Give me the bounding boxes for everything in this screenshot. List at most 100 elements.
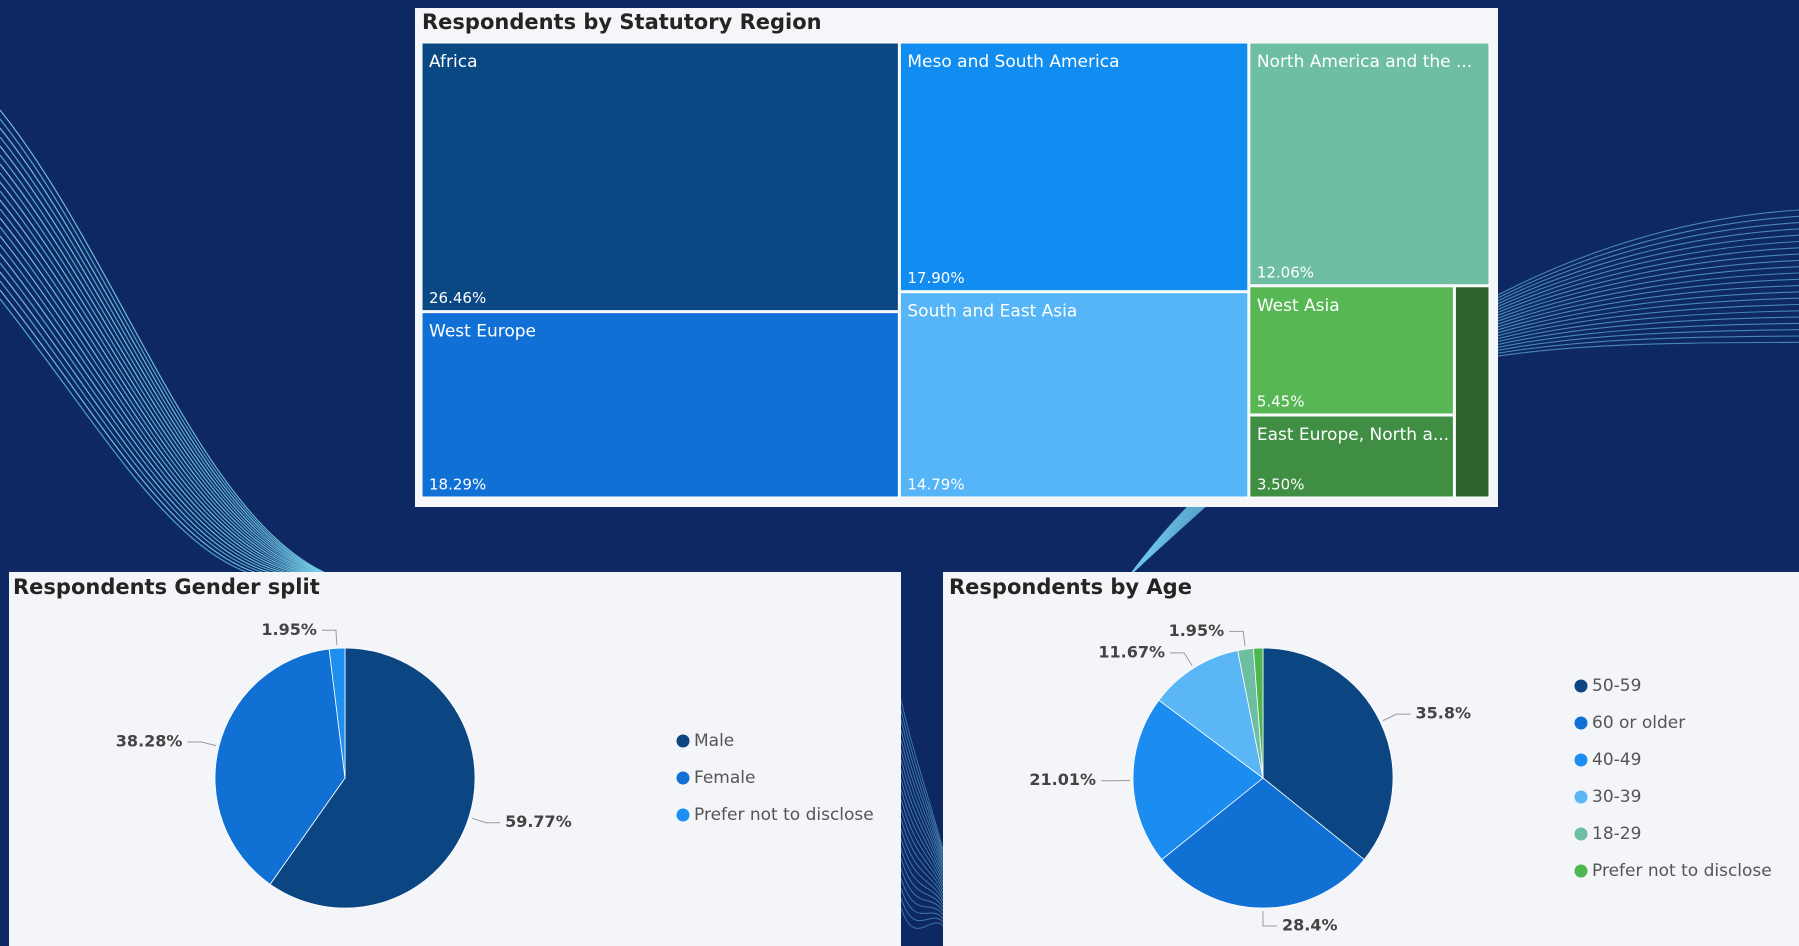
- chart-title: Respondents by Age: [949, 575, 1192, 599]
- legend-label: Prefer not to disclose: [694, 805, 874, 825]
- wave-line: [0, 199, 331, 576]
- wave-line: [900, 828, 944, 898]
- wave-line: [900, 769, 944, 876]
- data-label: 1.95%: [1169, 621, 1225, 640]
- data-label: 35.8%: [1416, 704, 1472, 723]
- wave-line: [900, 887, 944, 919]
- pie-slice: [1158, 650, 1264, 779]
- wave-line: [900, 699, 944, 851]
- cell-value-label: 14.79%: [907, 476, 964, 494]
- cell-label: Africa: [429, 52, 478, 72]
- wave-line: [0, 109, 331, 576]
- wave-line: [0, 145, 331, 576]
- legend-swatch: [1574, 790, 1588, 804]
- cell-label: East Europe, North a...: [1257, 425, 1449, 445]
- wave-line: [900, 739, 944, 865]
- data-label: 1.95%: [261, 620, 317, 639]
- pie-slice: [1161, 777, 1365, 909]
- leader-line: [187, 741, 217, 747]
- cell-value-label: 17.90%: [907, 269, 964, 287]
- wave-line: [900, 838, 944, 901]
- leader-line: [1229, 630, 1246, 647]
- legend-label: Prefer not to disclose: [1592, 861, 1772, 881]
- wave-line: [900, 858, 944, 908]
- leader-line: [471, 817, 501, 824]
- wave-line: [0, 235, 331, 576]
- wave-line: [0, 172, 331, 576]
- wave-line: [900, 808, 944, 890]
- legend-swatch: [676, 734, 690, 748]
- leader-line: [1382, 713, 1411, 722]
- treemap-cell: [1249, 415, 1454, 498]
- legend-label: 50-59: [1592, 676, 1641, 696]
- treemap-cell: [899, 292, 1249, 498]
- wave-line: [900, 848, 944, 905]
- wave-line: [900, 788, 944, 883]
- legend-label: 30-39: [1592, 787, 1641, 807]
- pie-slice: [1253, 647, 1264, 779]
- cell-value-label: 3.50%: [1257, 476, 1305, 494]
- wave-line: [900, 818, 944, 894]
- wave-line: [0, 226, 331, 576]
- wave-line: [0, 127, 331, 576]
- pie-slice: [214, 648, 346, 885]
- treemap-cell: [899, 42, 1249, 292]
- wave-line: [0, 136, 331, 576]
- cell-label: Meso and South America: [907, 52, 1119, 72]
- treemap-cell: [421, 312, 899, 498]
- leader-line: [1262, 911, 1277, 927]
- treemap-cell: [1454, 286, 1490, 498]
- wave-line: [0, 217, 331, 576]
- legend-label: 40-49: [1592, 750, 1641, 770]
- wave-line: [0, 154, 331, 576]
- cell-value-label: 26.46%: [429, 289, 486, 307]
- pie-slice: [328, 647, 346, 779]
- treemap-cell: [1249, 42, 1490, 286]
- legend-label: Male: [694, 731, 734, 751]
- wave-line: [900, 798, 944, 887]
- cell-label: North America and the ...: [1257, 52, 1472, 72]
- wave-line: [900, 779, 944, 879]
- wave-line: [900, 749, 944, 869]
- cell-value-label: 5.45%: [1257, 393, 1305, 411]
- wave-line: [0, 118, 331, 576]
- treemap-cell: [1249, 286, 1454, 415]
- data-label: 11.67%: [1098, 642, 1165, 661]
- legend-swatch: [676, 808, 690, 822]
- wave-line: [0, 190, 331, 576]
- leader-line: [1170, 652, 1193, 666]
- legend-swatch: [1574, 679, 1588, 693]
- legend-swatch: [1574, 716, 1588, 730]
- leader-line: [321, 629, 338, 646]
- wave-line: [900, 907, 944, 929]
- wave-line: [0, 244, 331, 577]
- legend-swatch: [676, 771, 690, 785]
- legend-swatch: [1574, 827, 1588, 841]
- wave-line: [900, 868, 944, 912]
- legend-swatch: [1574, 753, 1588, 767]
- legend-swatch: [1574, 864, 1588, 878]
- data-label: 28.4%: [1282, 916, 1338, 935]
- cell-label: West Europe: [429, 322, 536, 342]
- wave-line: [0, 163, 331, 576]
- cell-label: South and East Asia: [907, 302, 1077, 322]
- wave-line: [900, 878, 944, 916]
- wave-line: [900, 709, 944, 854]
- chart-title: Respondents Gender split: [13, 575, 320, 599]
- cell-label: West Asia: [1257, 296, 1340, 316]
- data-label: 38.28%: [116, 732, 183, 751]
- wave-line: [0, 253, 331, 577]
- cell-value-label: 18.29%: [429, 476, 486, 494]
- wave-line: [0, 208, 331, 576]
- pie-slice: [269, 647, 476, 909]
- wave-line: [0, 181, 331, 576]
- data-label: 59.77%: [505, 812, 572, 831]
- cell-value-label: 12.06%: [1257, 263, 1314, 281]
- legend-label: 60 or older: [1592, 713, 1685, 733]
- wave-line: [900, 759, 944, 872]
- pie-slice: [1132, 699, 1264, 861]
- wave-line: [900, 897, 944, 923]
- wave-line: [900, 719, 944, 858]
